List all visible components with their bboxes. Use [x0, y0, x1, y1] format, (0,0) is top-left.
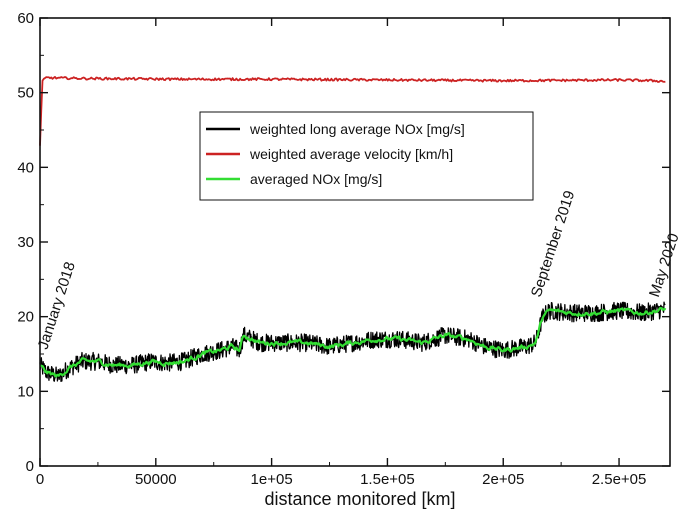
x-tick-label: 2e+05: [482, 471, 524, 488]
legend-label-velocity: weighted average velocity [km/h]: [249, 146, 453, 162]
x-tick-label: 2.5e+05: [592, 471, 647, 488]
series-velocity-line: [39, 76, 666, 146]
x-tick-label: 50000: [135, 471, 177, 488]
annotations-layer: January 2018 September 2019 May 2020: [35, 188, 682, 351]
y-tick-label: 60: [17, 10, 34, 27]
plot-frame: [39, 17, 671, 467]
y-tick-label: 40: [17, 159, 34, 176]
legend-box: [199, 111, 534, 201]
x-axis-title: distance monitored [km]: [264, 489, 455, 509]
legend-label-nox-avg: averaged NOx [mg/s]: [250, 171, 382, 187]
series-nox-long-line: [39, 301, 666, 383]
x-tick-label: 1.5e+05: [360, 471, 415, 488]
x-tick-label: 0: [36, 471, 44, 488]
x-tick-label: 1e+05: [251, 471, 293, 488]
legend: weighted long average NOx [mg/s] weighte…: [199, 111, 534, 201]
ticks-layer: 0 50000 1e+05 1.5e+05 2e+05 2.5e+05 0 10 20 30 40 5…: [17, 10, 670, 488]
y-tick-label: 10: [17, 383, 34, 400]
series-layer: [39, 76, 667, 383]
legend-label-nox-long: weighted long average NOx [mg/s]: [249, 121, 465, 137]
annotation-label: September 2019: [528, 188, 578, 299]
y-tick-label: 30: [17, 234, 34, 251]
annotation-label: January 2018: [35, 260, 79, 352]
series-nox-avg-line: [39, 306, 667, 378]
y-tick-label: 50: [17, 85, 34, 102]
y-tick-label: 20: [17, 309, 34, 326]
y-tick-label: 0: [26, 458, 34, 475]
annotation-label: May 2020: [646, 231, 682, 299]
